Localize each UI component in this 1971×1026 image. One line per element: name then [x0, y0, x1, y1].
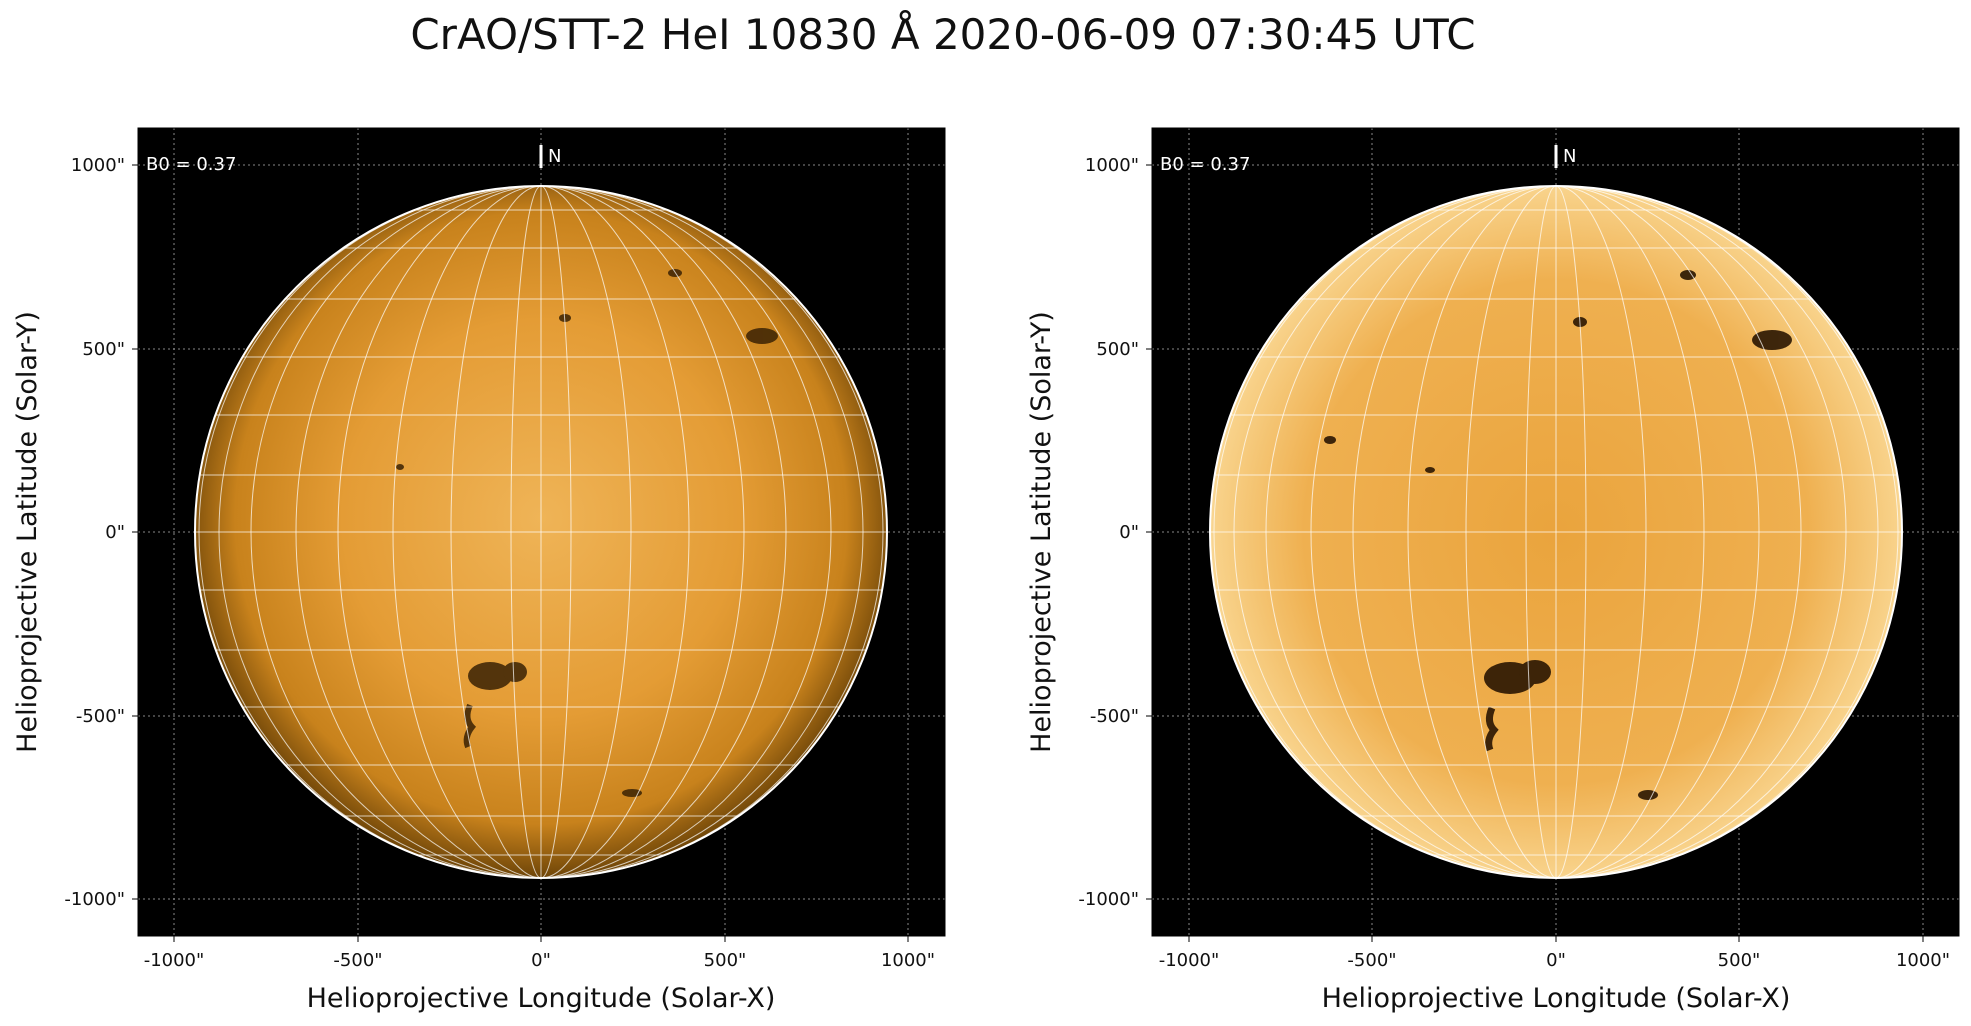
y-tick-label: -500" — [1090, 706, 1139, 727]
panel-left: N B0 = 0.37 1000" 500" 0" -500" -1000" -… — [12, 127, 946, 1014]
b0-label-left: B0 = 0.37 — [146, 154, 236, 175]
y-tick-label: -1000" — [64, 889, 125, 910]
limb-circle-left — [194, 185, 888, 879]
x-ticks-left: -1000" -500" 0" 500" 1000" — [144, 950, 935, 971]
y-tick-label: 0" — [1119, 522, 1139, 543]
y-axis-label-right: Helioprojective Latitude (Solar-Y) — [1026, 311, 1057, 753]
north-label-right: N — [1563, 146, 1576, 167]
x-ticks-right: -1000" -500" 0" 500" 1000" — [1159, 950, 1950, 971]
x-tick-label: 500" — [1718, 950, 1761, 971]
y-tick-label: -1000" — [1078, 889, 1139, 910]
y-tick-label: 500" — [82, 339, 125, 360]
x-axis-label-right: Helioprojective Longitude (Solar-X) — [1322, 983, 1791, 1014]
x-tick-label: 1000" — [881, 950, 935, 971]
x-tick-label: 0" — [1546, 950, 1566, 971]
x-axis-label-left: Helioprojective Longitude (Solar-X) — [307, 983, 776, 1014]
x-tick-label: -1000" — [1159, 950, 1220, 971]
y-tick-label: -500" — [76, 706, 125, 727]
x-tick-label: 0" — [531, 950, 551, 971]
y-tick-label: 1000" — [71, 155, 125, 176]
x-tick-label: 1000" — [1896, 950, 1950, 971]
x-tick-label: 500" — [704, 950, 747, 971]
y-tick-label: 1000" — [1085, 155, 1139, 176]
b0-label-right: B0 = 0.37 — [1160, 154, 1250, 175]
y-tick-label: 500" — [1096, 339, 1139, 360]
y-tick-label: 0" — [105, 522, 125, 543]
figure-title: CrAO/STT-2 HeI 10830 Å 2020-06-09 07:30:… — [410, 10, 1476, 59]
x-tick-label: -500" — [1347, 950, 1396, 971]
north-label-left: N — [548, 146, 561, 167]
x-tick-label: -1000" — [144, 950, 205, 971]
dark-features-right — [1324, 270, 1792, 800]
panel-right: N B0 = 0.37 1000" 500" 0" -500" -1000" -… — [1026, 127, 1960, 1014]
limb-circle-right — [1209, 185, 1903, 879]
y-axis-label-left: Helioprojective Latitude (Solar-Y) — [12, 311, 43, 753]
x-tick-label: -500" — [333, 950, 382, 971]
heliographic-grid-right — [1210, 186, 1902, 878]
y-ticks-left: 1000" 500" 0" -500" -1000" — [64, 155, 125, 910]
y-ticks-right: 1000" 500" 0" -500" -1000" — [1078, 155, 1139, 910]
